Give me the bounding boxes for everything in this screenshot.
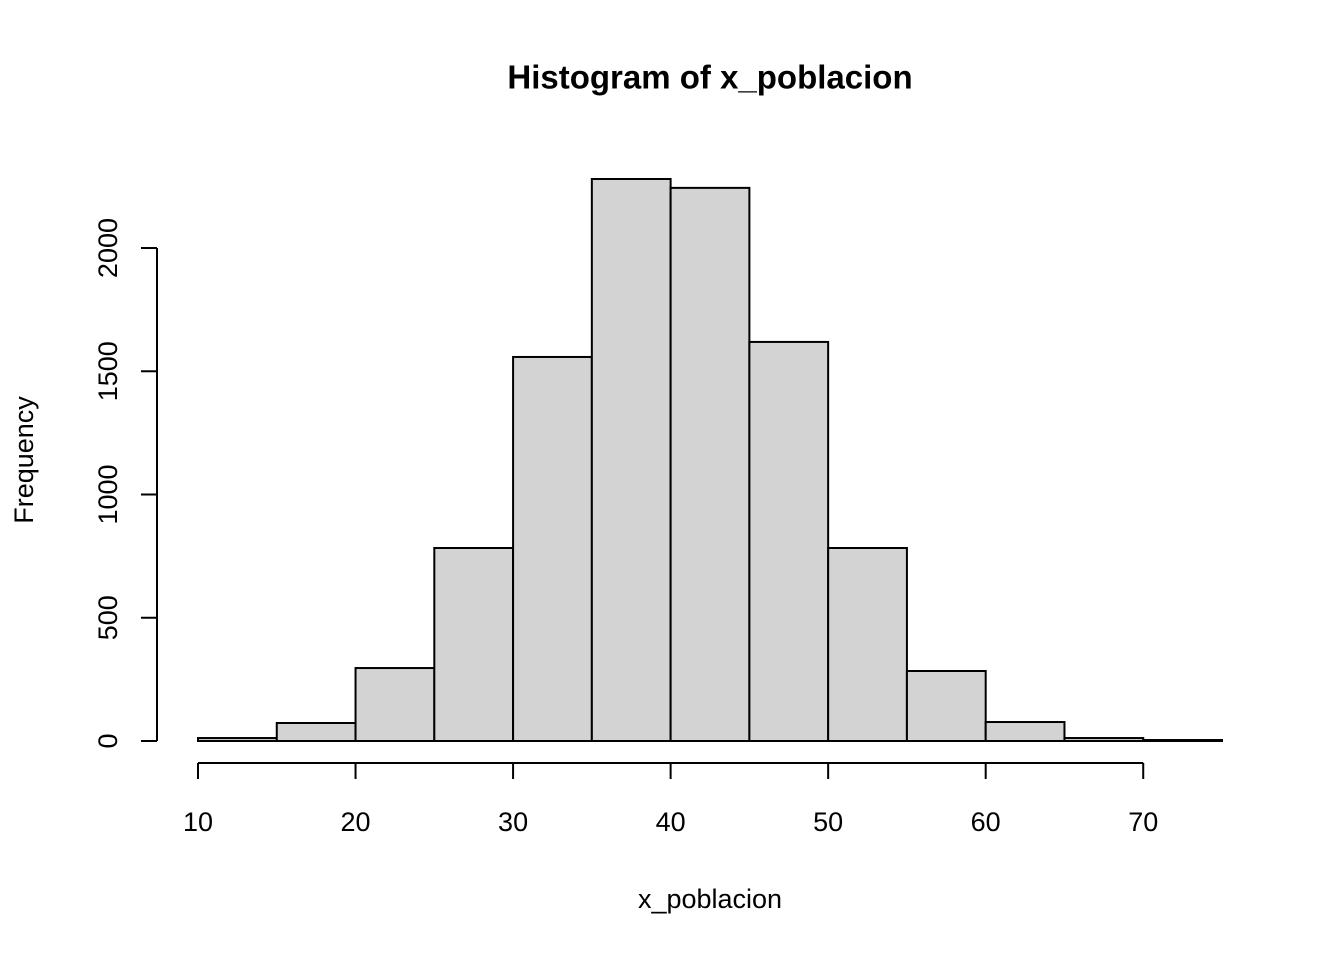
bar (354, 667, 436, 742)
bar (512, 355, 593, 742)
chart-title: Histogram of x_poblacion (507, 59, 912, 96)
bar (433, 546, 515, 742)
y-axis-label: Frequency (9, 396, 39, 524)
bar (590, 178, 672, 742)
bar (984, 721, 1066, 743)
x-tick-label: 50 (813, 807, 843, 837)
bar (1142, 739, 1223, 743)
x-tick-label: 70 (1128, 807, 1158, 837)
x-tick-label: 20 (341, 807, 371, 837)
y-tick-label: 1000 (93, 464, 123, 524)
bar (1063, 737, 1145, 743)
bar (748, 340, 830, 742)
y-tick-label: 500 (93, 595, 123, 640)
y-tick-label: 1500 (93, 341, 123, 401)
bar (197, 737, 278, 743)
bar (827, 546, 908, 742)
bar (905, 669, 987, 743)
y-tick-label: 2000 (93, 218, 123, 278)
bar (669, 186, 751, 743)
y-tick-label: 0 (93, 733, 123, 748)
x-tick-label: 40 (656, 807, 686, 837)
x-tick-label: 10 (183, 807, 213, 837)
bar (275, 722, 357, 743)
x-axis-label: x_poblacion (638, 884, 782, 914)
x-tick-label: 60 (971, 807, 1001, 837)
x-tick-label: 30 (498, 807, 528, 837)
